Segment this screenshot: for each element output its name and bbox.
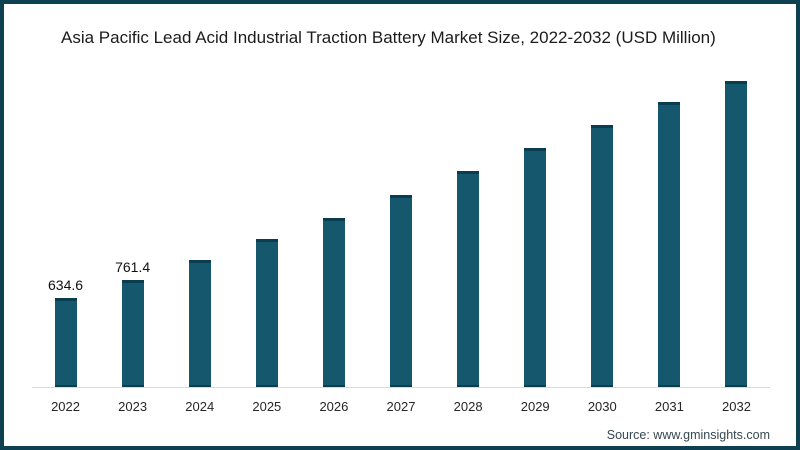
bar-column-2031 [636,81,703,387]
bar-2023 [121,280,144,387]
bar-column-2030 [569,81,636,387]
bar-value-label-2023: 761.4 [115,259,151,275]
x-axis-label-2023: 2023 [118,399,148,414]
bar-2026 [322,218,345,387]
x-axis-label-2028: 2028 [453,399,483,414]
bar-column-2023: 761.4 [99,81,166,387]
bar-2029 [524,148,547,387]
x-axis-label-2032: 2032 [722,399,751,414]
bar-column-2029 [502,81,569,387]
source-text: Source: www.gminsights.com [606,428,770,442]
x-axis-label-2029: 2029 [520,399,550,414]
x-axis: 2022 2023 2024 2025 2026 2027 2028 2029 2030 2031… [32,399,770,414]
bar-2022 [54,298,77,387]
x-axis-label-2024: 2024 [185,399,215,414]
bar-column-2024 [166,81,233,387]
x-axis-label-2026: 2026 [319,399,349,414]
bar-2032 [725,81,748,387]
bar-2025 [255,239,278,387]
x-axis-label-2031: 2031 [654,399,684,414]
bar-column-2028 [435,81,502,387]
plot-area: 634.6 761.4 [32,81,770,388]
bar-2031 [658,102,681,387]
bar-2030 [591,125,614,387]
bar-column-2032 [703,81,770,387]
x-axis-label-2027: 2027 [386,399,416,414]
bar-2024 [188,260,211,387]
bar-column-2027 [367,81,434,387]
bar-columns: 634.6 761.4 [32,81,770,387]
bar-value-label-2022: 634.6 [48,277,84,293]
x-axis-label-2025: 2025 [252,399,282,414]
chart-title: Asia Pacific Lead Acid Industrial Tracti… [61,28,716,47]
bar-2027 [390,195,413,387]
x-axis-label-2022: 2022 [51,399,80,414]
bar-column-2022: 634.6 [32,81,99,387]
bar-column-2025 [233,81,300,387]
bar-2028 [457,171,480,387]
bar-column-2026 [300,81,367,387]
x-axis-label-2030: 2030 [587,399,617,414]
